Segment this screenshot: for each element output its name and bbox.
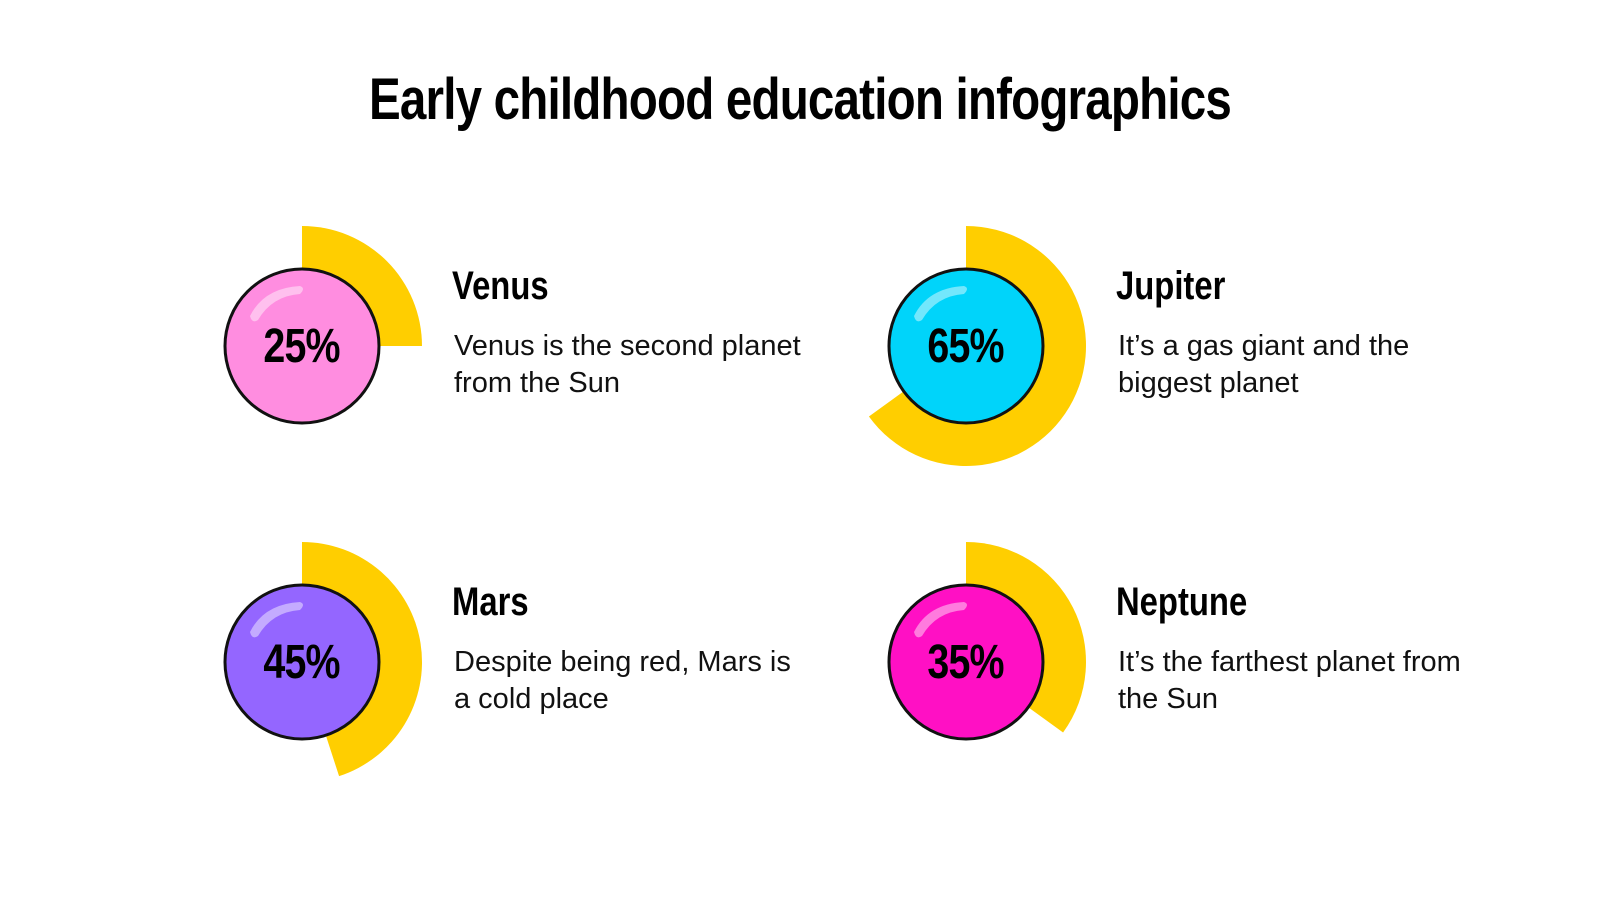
donut-chart-icon — [868, 226, 1087, 466]
item-title: Mars — [452, 580, 529, 624]
percent-label: 45% — [263, 635, 341, 689]
infographic-item-jupiter: 65% Jupiter It’s a gas giant and the big… — [836, 216, 1536, 476]
donut-chart-icon — [223, 542, 423, 777]
progress-ring-neptune: 35% — [836, 532, 1096, 792]
infographic-item-neptune: 35% Neptune It’s the farthest planet fro… — [836, 532, 1536, 792]
percent-label: 25% — [263, 319, 341, 373]
page-title: Early childhood education infographics — [368, 67, 1232, 132]
item-description: Venus is the second planet from the Sun — [454, 330, 801, 399]
item-title: Jupiter — [1116, 264, 1226, 308]
item-description: It’s a gas giant and the biggest planet — [1118, 330, 1410, 399]
infographic-item-mars: 45% Mars Despite being red, Mars is a co… — [172, 532, 872, 792]
item-title: Venus — [452, 264, 549, 308]
item-description: It’s the farthest planet from the Sun — [1118, 646, 1461, 715]
donut-chart-icon — [223, 226, 422, 425]
percent-label: 65% — [927, 319, 1005, 373]
progress-ring-jupiter: 65% — [836, 216, 1096, 476]
donut-chart-icon — [887, 542, 1086, 741]
percent-label: 35% — [927, 635, 1005, 689]
infographic-item-venus: 25% Venus Venus is the second planet fro… — [172, 216, 872, 476]
item-title: Neptune — [1116, 580, 1248, 624]
progress-ring-mars: 45% — [172, 532, 432, 792]
progress-ring-venus: 25% — [172, 216, 432, 476]
item-description: Despite being red, Mars is a cold place — [454, 646, 791, 715]
